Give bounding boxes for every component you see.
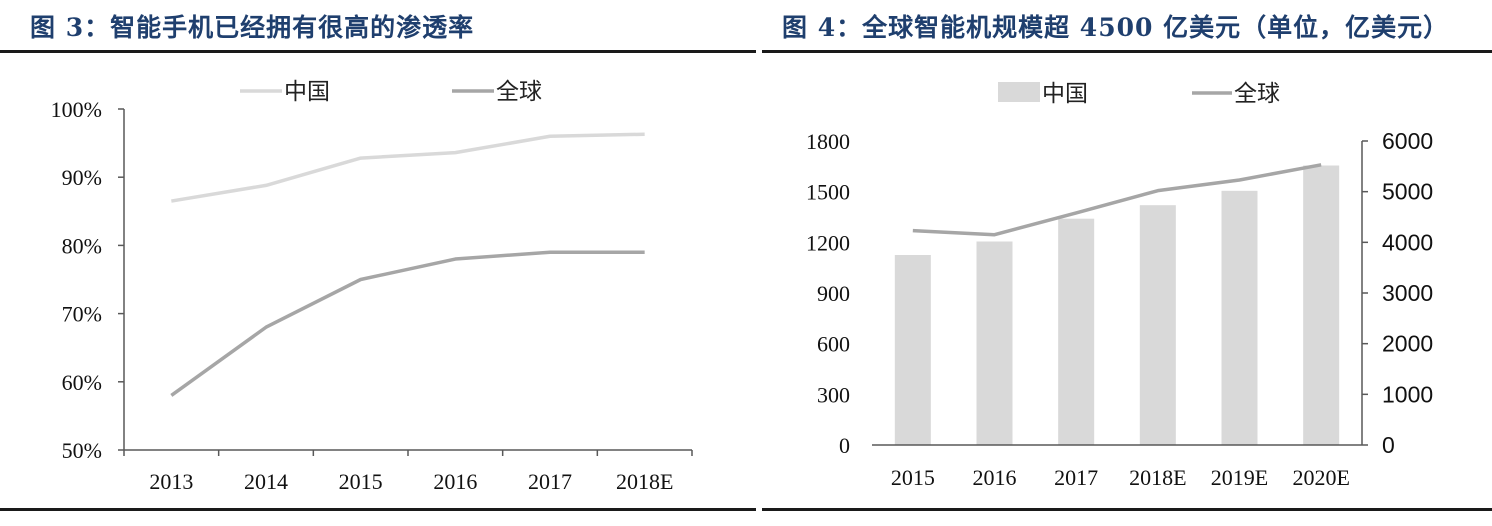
legend-label: 中国 [284, 79, 330, 105]
left-figure-title: 图 3：智能手机已经拥有很高的渗透率 [30, 13, 475, 42]
y-right-tick-label: 0 [1382, 432, 1395, 458]
left-bottom-rule [0, 508, 756, 511]
y-tick-label: 60% [62, 370, 102, 395]
x-tick-label: 2019E [1211, 465, 1268, 490]
bar-china [1058, 218, 1095, 445]
y-tick-label: 70% [62, 302, 102, 327]
y-tick-label: 50% [62, 438, 102, 463]
x-tick-label: 2020E [1292, 465, 1349, 490]
legend-label: 中国 [1042, 81, 1088, 107]
y-left-tick-label: 300 [817, 382, 850, 407]
x-tick-label: 2018E [616, 469, 673, 494]
x-tick-label: 2015 [339, 469, 383, 494]
bar-china [894, 255, 931, 445]
x-tick-label: 2016 [973, 465, 1017, 490]
bar-china [1139, 205, 1176, 445]
y-right-tick-label: 5000 [1382, 179, 1433, 205]
left-figure-panel: 图 3：智能手机已经拥有很高的渗透率 50% 60% 70% 80% 90% 100% 20… [0, 13, 756, 511]
x-tick-label: 2017 [528, 469, 572, 494]
y-left-tick-label: 1800 [806, 129, 850, 154]
x-tick-label: 2016 [433, 469, 477, 494]
bar-china [1303, 165, 1340, 445]
y-left-tick-label: 1200 [806, 230, 850, 255]
series-line-global [170, 250, 645, 397]
x-tick-label: 2017 [1054, 465, 1098, 490]
bar-china [1221, 190, 1258, 445]
left-top-rule [0, 50, 756, 53]
y-tick-label: 80% [62, 233, 102, 258]
y-left-tick-label: 900 [817, 281, 850, 306]
x-tick-label: 2013 [149, 469, 193, 494]
legend-label: 全球 [1234, 81, 1280, 107]
y-right-tick-label: 3000 [1382, 280, 1433, 306]
penetration-line-chart: 50% 60% 70% 80% 90% 100% 2013 2014 2015 2016 2017 2… [51, 79, 693, 494]
market-size-combo-chart: 0 300 600 900 1200 1500 1800 0 1000 2000 3000 4000 5… [806, 81, 1433, 490]
y-left-tick-label: 0 [839, 433, 850, 458]
right-top-rule [762, 50, 1492, 53]
x-tick-label: 2014 [244, 469, 288, 494]
legend-swatch [998, 82, 1040, 102]
right-figure-panel: 图 4：全球智能机规模超 4500 亿美元（单位，亿美元） 0 300 600 900… [762, 0, 1492, 526]
y-left-tick-label: 600 [817, 332, 850, 357]
right-figure-title: 图 4：全球智能机规模超 4500 亿美元（单位，亿美元） [782, 13, 1450, 42]
y-tick-label: 90% [62, 165, 102, 190]
y-right-tick-label: 6000 [1382, 128, 1433, 154]
legend-label: 全球 [496, 79, 542, 105]
y-tick-label: 100% [51, 97, 102, 122]
series-line-global [912, 163, 1322, 237]
x-tick-label: 2015 [891, 465, 935, 490]
bar-china [976, 241, 1013, 445]
y-left-tick-label: 1500 [806, 180, 850, 205]
right-bottom-rule [762, 508, 1492, 511]
x-tick-label: 2018E [1129, 465, 1186, 490]
y-right-tick-label: 4000 [1382, 229, 1433, 255]
y-right-tick-label: 2000 [1382, 331, 1433, 357]
y-right-tick-label: 1000 [1382, 381, 1433, 407]
series-line-china [171, 132, 645, 203]
